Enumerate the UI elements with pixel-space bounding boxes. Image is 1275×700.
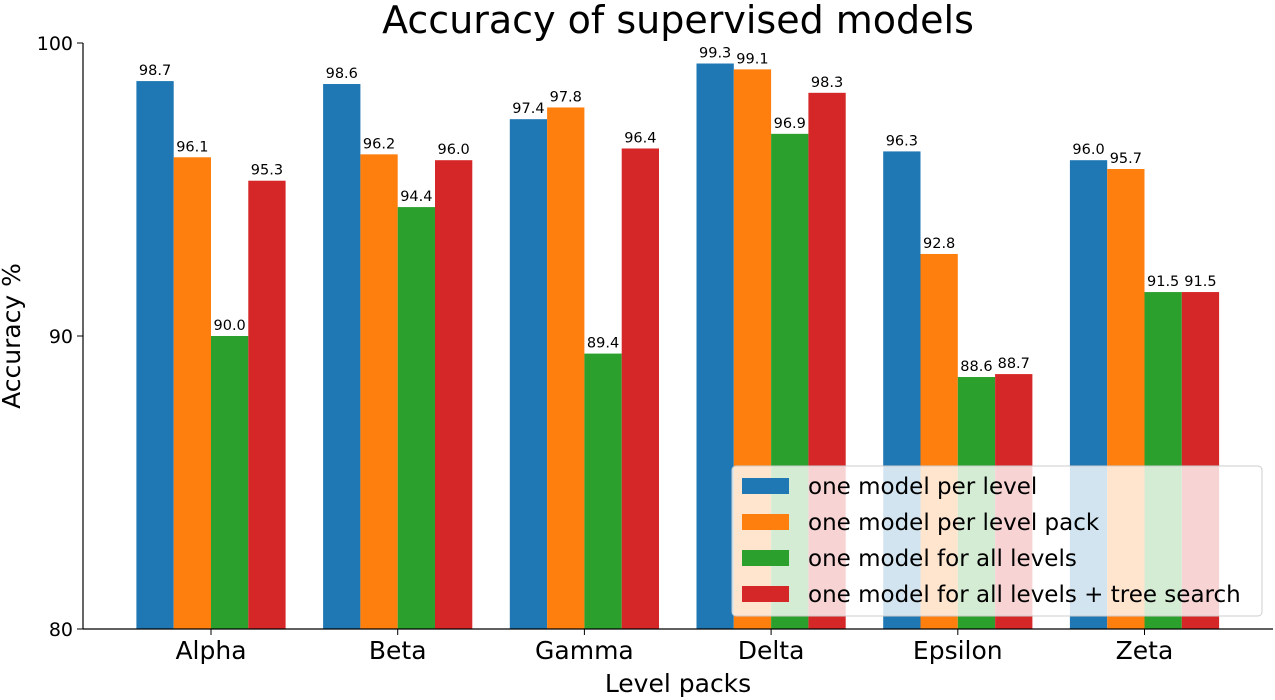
bar-value-label: 96.1	[176, 139, 208, 155]
legend-swatch	[742, 586, 789, 602]
bar	[435, 160, 473, 629]
bar	[136, 81, 174, 630]
x-tick-label: Zeta	[1116, 636, 1174, 665]
y-axis-label: Accuracy %	[0, 263, 26, 409]
bar-value-label: 92.8	[923, 236, 955, 252]
bar-value-label: 94.4	[400, 189, 432, 205]
bar-value-label: 91.5	[1147, 274, 1179, 290]
x-ticks-group: Alpha Beta Gamma Delta Epsilon Zeta	[175, 629, 1173, 665]
bar	[397, 207, 435, 629]
bar-value-label: 96.3	[886, 133, 918, 149]
legend: one model per level one model per level p…	[731, 465, 1263, 617]
bar-value-label: 91.5	[1184, 274, 1216, 290]
bar-value-label: 97.8	[550, 89, 582, 105]
legend-label: one model per level pack	[808, 510, 1100, 536]
bar-value-label: 89.4	[587, 336, 619, 352]
bar-value-label: 97.4	[512, 101, 544, 117]
bar-value-label: 96.9	[774, 116, 806, 132]
legend-swatch	[742, 550, 789, 566]
bar-labels-group: 98.7 96.1 90.0 95.3 98.6 96.2 94.4 96.0 97.4 97.8…	[139, 46, 1217, 376]
legend-label: one model for all levels + tree search	[808, 582, 1241, 608]
bar	[621, 148, 659, 630]
y-tick-label: 90	[49, 326, 73, 348]
bar-value-label: 96.0	[438, 142, 470, 158]
x-tick-label: Gamma	[535, 636, 634, 665]
bar-value-label: 95.7	[1110, 151, 1142, 167]
x-tick-label: Delta	[738, 636, 805, 665]
bar	[248, 180, 286, 629]
bar	[323, 84, 361, 629]
y-ticks-group: 80 90 100	[37, 33, 83, 641]
y-tick-label: 100	[37, 33, 73, 55]
bar-value-label: 96.4	[624, 130, 656, 146]
x-tick-label: Beta	[369, 636, 427, 665]
bar	[696, 63, 734, 629]
bar-value-label: 90.0	[214, 318, 246, 334]
legend-label: one model per level	[808, 474, 1037, 500]
bar	[173, 157, 211, 629]
bar-value-label: 99.1	[736, 51, 768, 67]
bar-value-label: 96.0	[1072, 142, 1104, 158]
bar-value-label: 98.3	[811, 75, 843, 91]
bar-value-label: 95.3	[251, 163, 283, 179]
bar-value-label: 99.3	[699, 46, 731, 62]
chart-title: Accuracy of supervised models	[382, 0, 974, 42]
bar-value-label: 98.6	[326, 66, 358, 82]
x-tick-label: Epsilon	[913, 636, 1003, 665]
legend-swatch	[742, 514, 789, 530]
bar-value-label: 88.6	[960, 359, 992, 375]
bar	[211, 336, 249, 629]
bar	[360, 154, 398, 629]
bar-value-label: 98.7	[139, 63, 171, 79]
bar	[584, 353, 622, 629]
bar	[509, 119, 548, 630]
x-tick-label: Alpha	[175, 636, 246, 665]
legend-swatch	[742, 478, 789, 494]
y-tick-label: 80	[49, 619, 73, 641]
bar-value-label: 96.2	[363, 136, 395, 152]
legend-frame	[731, 465, 1263, 617]
bar-value-label: 88.7	[998, 356, 1030, 372]
legend-label: one model for all levels	[808, 546, 1077, 572]
x-axis-label: Level packs	[605, 669, 751, 698]
bar	[547, 107, 585, 629]
